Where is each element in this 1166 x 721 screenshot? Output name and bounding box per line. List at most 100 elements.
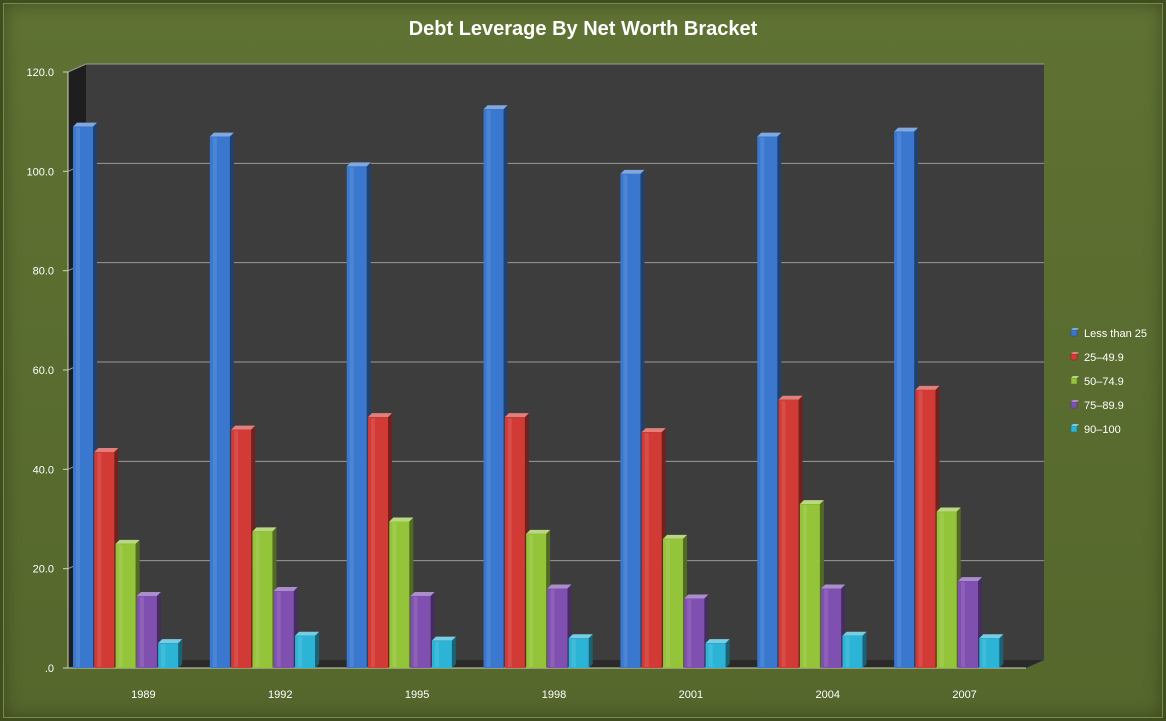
bar-side xyxy=(451,636,456,668)
bar xyxy=(273,587,298,668)
bar-highlight xyxy=(781,400,786,667)
bar xyxy=(136,591,161,668)
bar xyxy=(799,500,824,668)
y-tick-label: 80.0 xyxy=(33,266,54,278)
bar-highlight xyxy=(76,127,80,668)
legend-swatch xyxy=(1070,401,1078,409)
bar-top xyxy=(410,591,435,596)
bar-highlight xyxy=(434,641,439,667)
bar xyxy=(663,534,688,668)
legend-item: 25–49.9 xyxy=(1070,352,1124,364)
bar-top xyxy=(568,634,593,639)
y-tick-label: 40.0 xyxy=(33,464,54,476)
bar-top xyxy=(273,587,298,592)
legend-swatch xyxy=(1070,353,1078,361)
x-tick-label: 2007 xyxy=(952,689,976,701)
x-tick-label: 1992 xyxy=(268,689,292,701)
bar xyxy=(526,529,551,668)
bar xyxy=(705,639,730,668)
bar xyxy=(73,122,97,669)
bar-highlight xyxy=(413,596,418,667)
bar-top xyxy=(757,132,782,137)
bar xyxy=(821,584,846,668)
bar xyxy=(842,631,867,668)
bar-highlight xyxy=(371,418,376,667)
bar-top xyxy=(663,534,688,539)
legend-item: 50–74.9 xyxy=(1070,376,1124,388)
bar-top xyxy=(705,639,730,644)
bar-highlight xyxy=(507,418,512,667)
y-tick-label: 120.0 xyxy=(26,67,54,79)
legend-swatch-top xyxy=(1071,400,1079,402)
bar-highlight xyxy=(255,532,260,667)
bar-top xyxy=(936,507,961,512)
bar-side xyxy=(588,634,593,668)
plot-area: 120.0 100.0 80.0 60.0 40.0 20.0 .0 1989 1992 1995… xyxy=(26,63,1044,701)
bar-side xyxy=(862,631,867,668)
bar-highlight xyxy=(666,539,671,667)
legend: Less than 25 25–49.9 50–74.9 75–89.9 90–100 xyxy=(1070,328,1147,436)
bar-highlight xyxy=(687,599,692,667)
bar-top xyxy=(346,162,371,167)
bar-top xyxy=(504,413,529,418)
bar-top xyxy=(94,447,119,452)
bar-top xyxy=(641,428,666,433)
bar-top xyxy=(73,122,97,127)
bar-highlight xyxy=(845,636,850,667)
bar-highlight xyxy=(161,644,166,667)
bar xyxy=(778,395,803,668)
bar-top xyxy=(684,594,709,599)
bar-top xyxy=(136,591,161,596)
legend-swatch xyxy=(1070,377,1078,385)
bar xyxy=(231,425,256,668)
bar-top xyxy=(799,500,824,505)
x-tick-label: 2001 xyxy=(679,689,703,701)
bar-highlight xyxy=(623,174,628,668)
legend-swatch-top xyxy=(1071,424,1079,426)
bar xyxy=(894,127,919,669)
bar xyxy=(504,413,529,668)
legend-label: 75–89.9 xyxy=(1084,400,1124,412)
bar-highlight xyxy=(486,110,491,667)
bar-highlight xyxy=(897,132,902,668)
bar-top xyxy=(483,105,508,110)
bar-highlight xyxy=(918,390,923,667)
legend-label: Less than 25 xyxy=(1084,328,1147,340)
x-tick-label: 1998 xyxy=(542,689,566,701)
bar-top xyxy=(158,639,183,644)
bar xyxy=(547,584,572,668)
x-tick-label: 2004 xyxy=(815,689,839,701)
bar-top xyxy=(431,636,456,641)
bar xyxy=(757,132,782,669)
bar xyxy=(431,636,456,668)
bar-top xyxy=(979,634,1004,639)
bar xyxy=(94,447,119,668)
chart-title: Debt Leverage By Net Worth Bracket xyxy=(409,18,758,40)
bar-top xyxy=(209,132,234,137)
legend-item: 90–100 xyxy=(1070,424,1121,436)
bar xyxy=(158,639,183,668)
x-tick-label: 1989 xyxy=(131,689,155,701)
bar-top xyxy=(389,517,414,522)
bar xyxy=(295,631,320,668)
legend-label: 50–74.9 xyxy=(1084,376,1124,388)
bar-top xyxy=(115,539,140,544)
bar-highlight xyxy=(644,433,649,667)
bar-highlight xyxy=(276,592,281,667)
bar-highlight xyxy=(212,137,217,668)
legend-item: Less than 25 xyxy=(1070,328,1147,340)
bar-highlight xyxy=(298,636,303,667)
legend-item: 75–89.9 xyxy=(1070,400,1124,412)
bar xyxy=(410,591,435,668)
legend-swatch-top xyxy=(1071,352,1079,354)
bar xyxy=(252,527,277,668)
bar-highlight xyxy=(760,137,765,668)
bar-highlight xyxy=(824,589,829,667)
bar-highlight xyxy=(571,639,576,667)
bar-top xyxy=(894,127,919,132)
bar xyxy=(115,539,140,668)
bar-top xyxy=(368,413,393,418)
bar-top xyxy=(526,529,551,534)
bar-highlight xyxy=(97,452,102,667)
